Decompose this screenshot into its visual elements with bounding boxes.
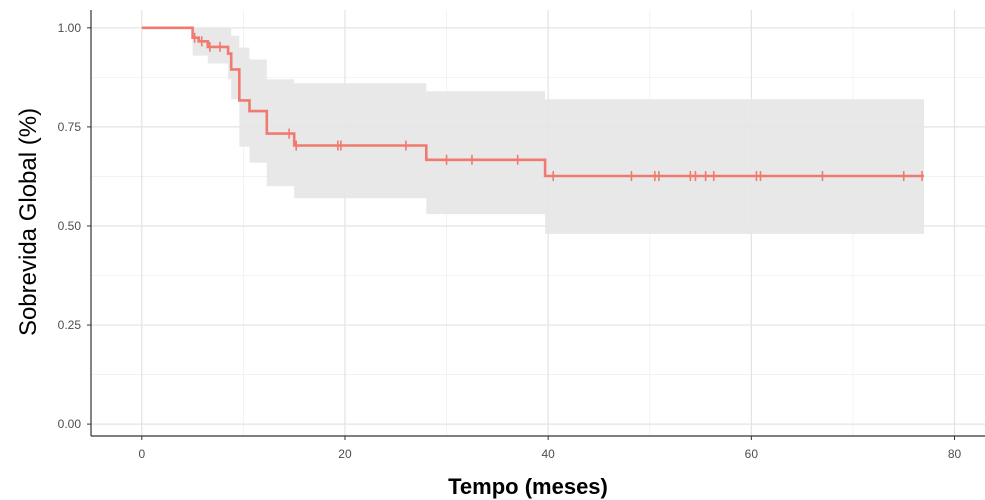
y-tick-label: 1.00	[58, 21, 82, 35]
survival-curve	[141, 26, 924, 178]
x-tick-label: 20	[338, 447, 352, 461]
x-tick-label: 40	[541, 447, 555, 461]
ci-band	[141, 27, 925, 234]
y-tick-label: 0.50	[58, 219, 82, 233]
y-tick-label: 0.00	[58, 417, 82, 431]
y-tick-label: 0.75	[58, 120, 82, 134]
x-tick-label: 0	[138, 447, 145, 461]
confidence-band	[141, 27, 925, 234]
x-tick-label: 80	[948, 447, 962, 461]
censor-marks	[193, 32, 923, 182]
tick-labels: 0.00 0.25 0.50 0.75 1.00 0 20 40 60 80	[58, 21, 962, 461]
x-tick-label: 60	[745, 447, 759, 461]
x-axis-label: Tempo (meses)	[448, 474, 608, 499]
y-tick-label: 0.25	[58, 318, 82, 332]
survival-step-line	[141, 26, 924, 178]
y-axis-label: Sobrevida Global (%)	[15, 108, 42, 336]
axes	[87, 10, 985, 440]
